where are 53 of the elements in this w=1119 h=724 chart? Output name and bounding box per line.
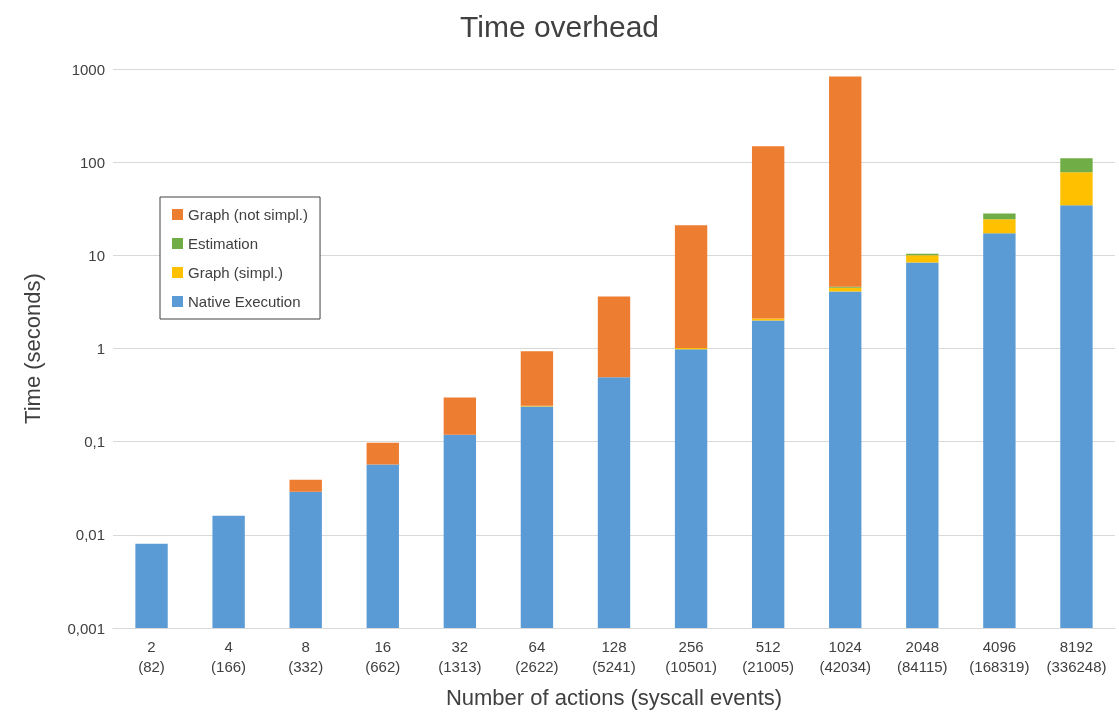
bar <box>597 296 631 378</box>
x-tick-label: 32 (1313) <box>438 637 482 675</box>
bar <box>366 464 399 628</box>
bar <box>751 320 785 628</box>
x-axis-title: Number of actions (syscall events) <box>445 684 783 710</box>
bar <box>906 262 939 628</box>
x-tick-label: 256 (10501) <box>665 637 717 675</box>
bar <box>520 351 554 406</box>
bar <box>289 479 322 492</box>
bar <box>906 255 939 263</box>
bar <box>983 213 1016 220</box>
bar <box>751 146 785 319</box>
chart-title: Time overhead <box>460 9 659 43</box>
bar <box>443 397 477 435</box>
x-tick-label: 16 (662) <box>365 637 401 675</box>
x-tick-label: 128 (5241) <box>592 637 636 675</box>
y-tick-label: 0,1 <box>84 433 105 451</box>
bar <box>1060 205 1093 628</box>
bar <box>520 406 554 628</box>
x-tick-label: 2048 (84115) <box>897 637 948 675</box>
y-tick-label: 1000 <box>71 60 105 78</box>
bar <box>983 219 1016 234</box>
x-tick-label: 4 (166) <box>211 637 247 675</box>
bar <box>135 543 168 628</box>
x-tick-label: 1024 (42034) <box>819 637 872 675</box>
x-tick-label: 64 (2622) <box>515 637 559 675</box>
legend-label: Graph (not simpl.) <box>188 206 309 223</box>
y-tick-label: 10 <box>88 246 105 264</box>
x-tick-label: 4096 (168319) <box>969 637 1030 675</box>
bar <box>1060 172 1093 206</box>
bar <box>289 491 322 628</box>
legend-label: Estimation <box>188 235 259 252</box>
y-tick-label: 0,01 <box>75 526 105 544</box>
bar <box>1060 158 1093 173</box>
y-tick-label: 1 <box>96 340 105 357</box>
legend-label: Graph (simpl.) <box>188 264 284 281</box>
x-tick-label: 2 (82) <box>138 637 165 675</box>
bar <box>212 515 245 628</box>
bar <box>366 442 399 465</box>
bar <box>597 377 631 628</box>
bar <box>674 349 708 628</box>
bar <box>829 291 862 628</box>
y-axis-title: Time (seconds) <box>19 273 45 424</box>
bar <box>443 434 477 628</box>
x-tick-label: 8 (332) <box>288 637 324 675</box>
y-tick-label: 0,001 <box>67 619 105 637</box>
x-tick-label: 8192 (336248) <box>1046 637 1107 675</box>
x-tick-label: 512 (21005) <box>742 637 795 675</box>
y-tick-label: 100 <box>79 153 105 171</box>
legend-label: Native Execution <box>188 293 301 310</box>
bar <box>829 76 862 287</box>
bar <box>983 233 1016 628</box>
bar <box>674 225 708 349</box>
